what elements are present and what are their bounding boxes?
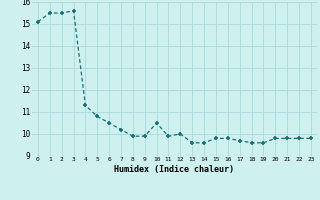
X-axis label: Humidex (Indice chaleur): Humidex (Indice chaleur) bbox=[115, 165, 234, 174]
